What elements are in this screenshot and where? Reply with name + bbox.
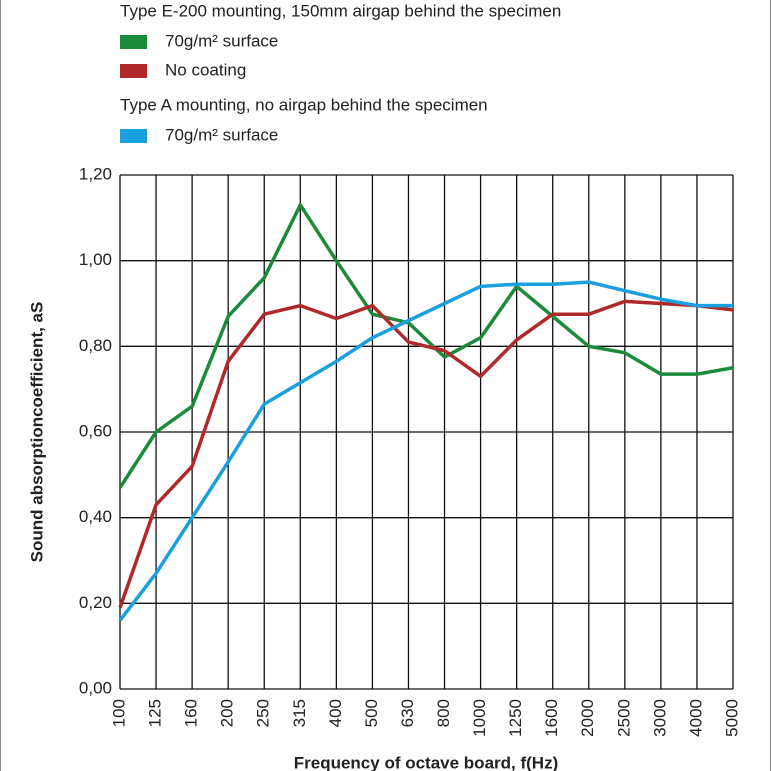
x-axis-title: Frequency of octave board, f(Hz) — [294, 753, 558, 771]
x-tick-label: 800 — [434, 699, 453, 727]
series-line — [118, 299, 734, 609]
x-tick-label: 125 — [146, 699, 165, 727]
x-tick-label: 500 — [362, 699, 381, 727]
y-tick-label: 0,40 — [79, 507, 112, 526]
x-tick-label: 1600 — [542, 699, 561, 737]
y-tick-label: 0,60 — [79, 421, 112, 440]
x-tick-label: 1000 — [470, 699, 489, 737]
x-tick-label: 2500 — [614, 699, 633, 737]
x-tick-label: 200 — [218, 699, 237, 727]
legend-label: 70g/m² surface — [165, 31, 278, 50]
series-line — [118, 280, 733, 622]
y-tick-label: 0,20 — [79, 593, 112, 612]
x-tick-label: 160 — [182, 699, 201, 727]
x-tick-label: 250 — [254, 699, 273, 727]
legend-swatch — [120, 64, 147, 78]
legend-label: No coating — [165, 60, 246, 79]
y-tick-label: 1,00 — [79, 250, 112, 269]
x-tick-label: 1250 — [506, 699, 525, 737]
x-tick-label: 100 — [109, 699, 128, 727]
x-tick-label: 400 — [326, 699, 345, 727]
y-tick-label: 1,20 — [79, 164, 112, 183]
legend-swatch — [120, 129, 147, 143]
x-tick-label: 2000 — [578, 699, 597, 737]
y-axis-title: Sound absorptioncoefficient, aS — [27, 302, 46, 563]
x-tick-label: 315 — [290, 699, 309, 727]
series-line — [118, 203, 734, 489]
x-tick-label: 3000 — [650, 699, 669, 737]
legend-heading: Type A mounting, no airgap behind the sp… — [120, 95, 488, 114]
x-tick-label: 4000 — [686, 699, 705, 737]
y-tick-label: 0,80 — [79, 336, 112, 355]
legend-swatch — [120, 35, 147, 49]
x-tick-label: 630 — [398, 699, 417, 727]
legend-label: 70g/m² surface — [165, 125, 278, 144]
x-tick-label: 5000 — [722, 699, 741, 737]
y-tick-label: 0,00 — [79, 678, 112, 697]
legend-heading: Type E-200 mounting, 150mm airgap behind… — [120, 1, 561, 20]
